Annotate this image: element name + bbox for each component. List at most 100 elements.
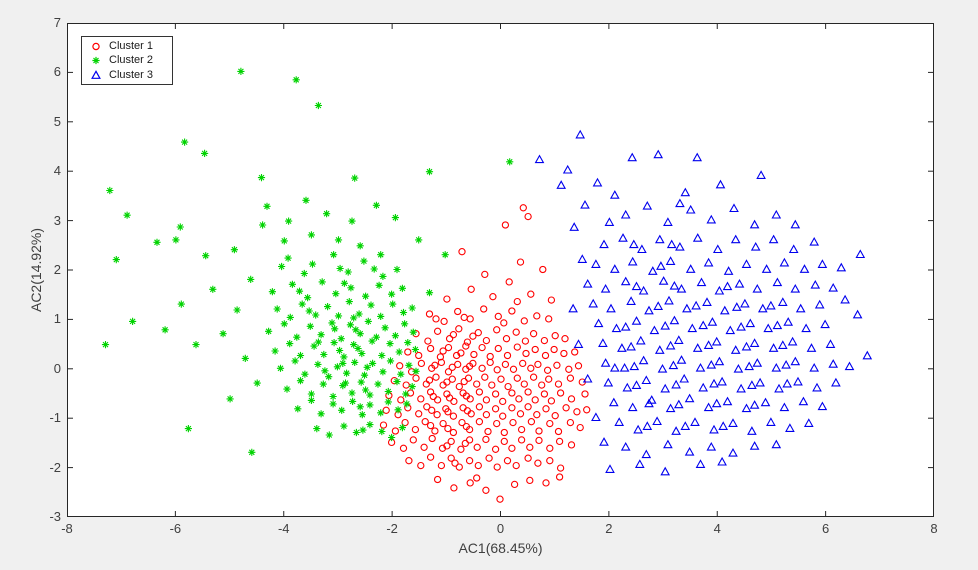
circle-point bbox=[433, 411, 441, 419]
asterisk-point bbox=[411, 345, 419, 354]
asterisk-point bbox=[363, 363, 371, 371]
circle-point bbox=[512, 461, 520, 470]
triangle-up-point bbox=[723, 266, 734, 275]
circle-point bbox=[547, 296, 556, 304]
circle-point bbox=[465, 436, 474, 444]
triangle-up-point bbox=[714, 356, 725, 366]
asterisk-point bbox=[358, 349, 366, 358]
triangle-up-point bbox=[691, 300, 701, 310]
asterisk-point bbox=[347, 284, 355, 292]
asterisk-point bbox=[330, 251, 338, 259]
triangle-up-point bbox=[793, 376, 803, 386]
asterisk-point bbox=[360, 371, 369, 379]
circle-point bbox=[501, 221, 510, 229]
circle-point bbox=[574, 362, 583, 370]
triangle-up-point bbox=[599, 239, 609, 249]
asterisk-point bbox=[374, 380, 382, 388]
asterisk-point bbox=[344, 268, 352, 276]
asterisk-point bbox=[384, 387, 392, 396]
circle-point bbox=[474, 461, 482, 470]
triangle-up-point bbox=[771, 209, 782, 219]
triangle-up-point bbox=[752, 358, 763, 367]
triangle-up-point bbox=[790, 283, 801, 293]
asterisk-point bbox=[296, 377, 305, 385]
triangle-up-point bbox=[722, 396, 733, 406]
triangle-up-point bbox=[768, 343, 779, 352]
circle-point bbox=[433, 327, 442, 335]
circle-point bbox=[529, 330, 538, 338]
triangle-up-point bbox=[604, 217, 615, 226]
triangle-up-point bbox=[734, 278, 745, 288]
legend-label: Cluster 1 bbox=[109, 40, 154, 53]
asterisk-point bbox=[381, 324, 389, 332]
triangle-up-point bbox=[709, 378, 719, 388]
triangle-up-point bbox=[756, 170, 766, 179]
triangle-up-point bbox=[752, 283, 763, 293]
circle-point bbox=[542, 479, 550, 487]
triangle-up-point bbox=[777, 297, 788, 306]
triangle-up-point bbox=[817, 259, 828, 268]
asterisk-point bbox=[305, 307, 313, 315]
triangle-up-point bbox=[582, 278, 593, 288]
asterisk-point bbox=[340, 353, 348, 361]
asterisk-point bbox=[278, 262, 286, 271]
circle-point bbox=[460, 313, 468, 322]
circle-point bbox=[417, 359, 426, 368]
circle-point bbox=[509, 365, 518, 373]
triangle-up-point bbox=[673, 335, 684, 344]
asterisk-point bbox=[386, 340, 394, 348]
circle-point bbox=[440, 317, 448, 326]
triangle-up-point bbox=[641, 449, 652, 459]
x-tick-label: -4 bbox=[277, 521, 290, 536]
triangle-up-point bbox=[782, 378, 793, 388]
asterisk-point bbox=[177, 300, 185, 308]
asterisk-point bbox=[412, 367, 420, 375]
asterisk-point bbox=[377, 409, 385, 417]
circle-point bbox=[437, 461, 446, 470]
triangle-up-point bbox=[593, 318, 604, 328]
circle-point bbox=[482, 396, 491, 404]
x-axis-label: AC1(68.45%) bbox=[458, 540, 543, 556]
circle-point bbox=[496, 495, 504, 503]
asterisk-point bbox=[184, 425, 192, 433]
triangle-up-point bbox=[671, 426, 681, 435]
triangle-up-point bbox=[825, 339, 836, 348]
asterisk-point bbox=[397, 370, 405, 378]
asterisk-point bbox=[350, 341, 358, 349]
circle-point bbox=[451, 459, 459, 467]
circle-point bbox=[516, 410, 525, 418]
circle-point bbox=[565, 365, 573, 373]
triangle-up-point bbox=[680, 187, 691, 197]
triangle-up-point bbox=[790, 219, 801, 229]
x-tick-label: 2 bbox=[605, 521, 613, 536]
circle-point bbox=[494, 312, 502, 321]
asterisk-point bbox=[312, 311, 320, 319]
asterisk-point bbox=[247, 275, 255, 283]
circle-point bbox=[493, 366, 501, 374]
circle-point bbox=[437, 358, 446, 367]
circle-point bbox=[454, 307, 462, 316]
circle-point bbox=[491, 445, 500, 453]
triangle-up-point bbox=[622, 382, 633, 392]
circle-point bbox=[486, 358, 494, 367]
circle-point bbox=[465, 362, 474, 370]
circle-point bbox=[533, 312, 541, 320]
triangle-up-point bbox=[627, 402, 638, 412]
triangle-up-point bbox=[652, 416, 662, 426]
triangle-up-point bbox=[656, 261, 666, 270]
circle-point bbox=[415, 410, 423, 418]
asterisk-point bbox=[340, 422, 348, 430]
asterisk-point bbox=[356, 242, 364, 250]
legend[interactable]: Cluster 1 Cluster 2 Cluster 3 bbox=[81, 36, 173, 85]
asterisk-point bbox=[370, 265, 378, 273]
circle-point bbox=[535, 436, 543, 445]
triangle-up-point bbox=[606, 303, 616, 313]
triangle-up-point bbox=[749, 219, 760, 229]
asterisk-point bbox=[307, 231, 315, 239]
circle-point bbox=[517, 425, 526, 434]
asterisk-point bbox=[405, 361, 413, 369]
circle-point bbox=[542, 405, 550, 413]
circle-point bbox=[433, 396, 442, 404]
triangle-up-point bbox=[715, 179, 726, 189]
asterisk-point bbox=[320, 350, 328, 359]
